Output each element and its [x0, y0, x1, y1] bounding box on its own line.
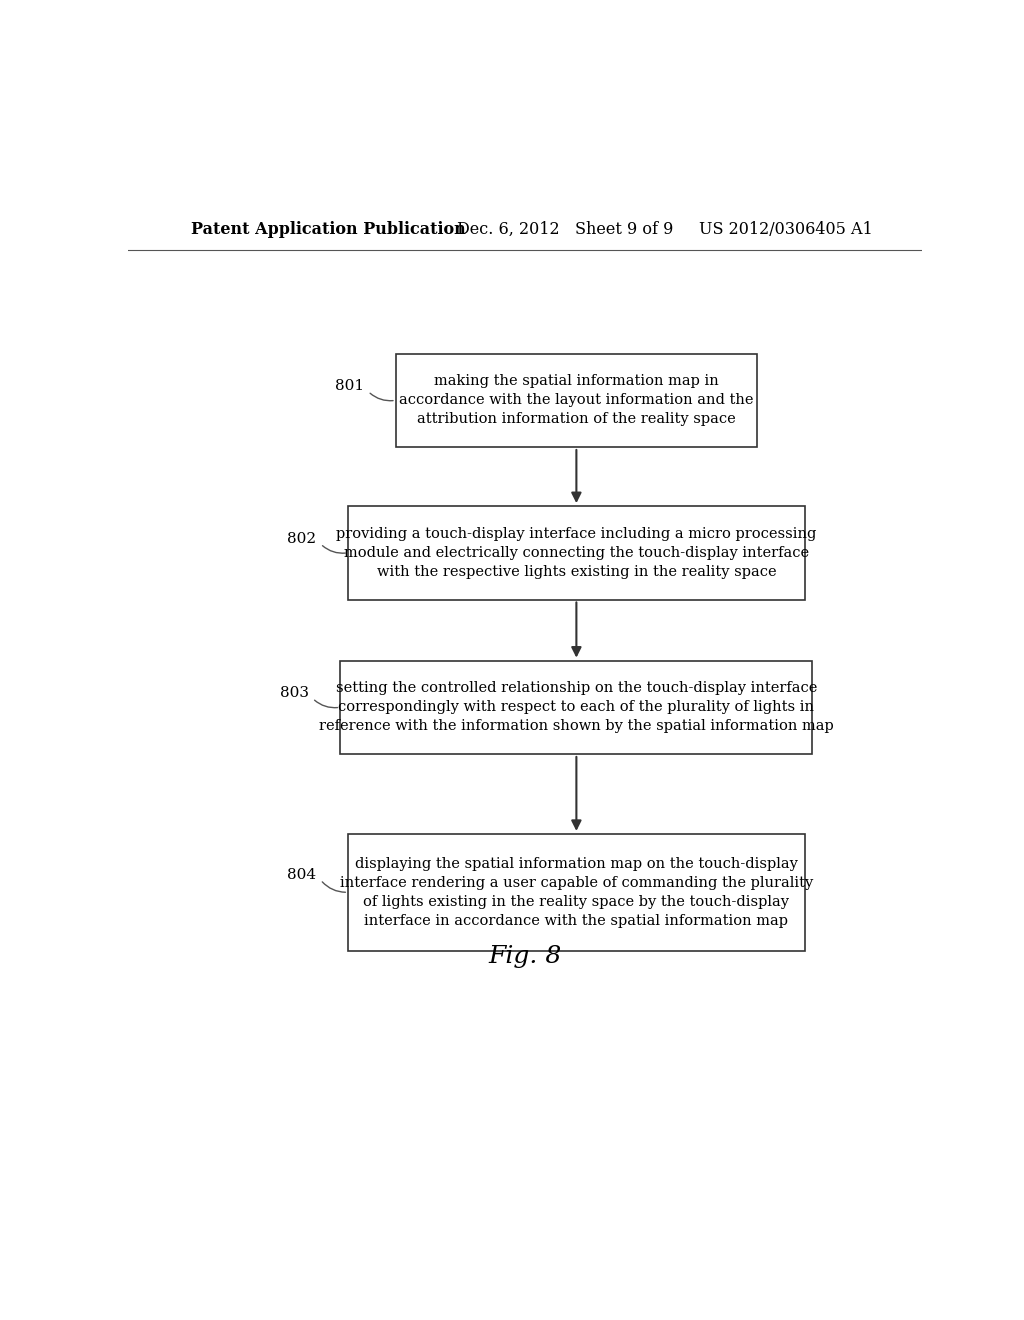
Text: 804: 804: [288, 867, 316, 882]
Text: 802: 802: [288, 532, 316, 545]
Text: 801: 801: [335, 379, 365, 393]
Bar: [348, 834, 805, 950]
Text: displaying the spatial information map on the touch-display
interface rendering : displaying the spatial information map o…: [340, 857, 813, 928]
Text: Fig. 8: Fig. 8: [488, 945, 561, 968]
Text: Dec. 6, 2012   Sheet 9 of 9: Dec. 6, 2012 Sheet 9 of 9: [458, 220, 674, 238]
Text: Patent Application Publication: Patent Application Publication: [191, 220, 466, 238]
Bar: [340, 660, 812, 754]
Text: making the spatial information map in
accordance with the layout information and: making the spatial information map in ac…: [399, 375, 754, 426]
Bar: [396, 354, 757, 447]
Text: 803: 803: [280, 686, 308, 700]
Text: setting the controlled relationship on the touch-display interface
corresponding: setting the controlled relationship on t…: [319, 681, 834, 733]
Text: US 2012/0306405 A1: US 2012/0306405 A1: [699, 220, 873, 238]
Text: providing a touch-display interface including a micro processing
module and elec: providing a touch-display interface incl…: [336, 527, 816, 578]
Bar: [348, 506, 805, 599]
